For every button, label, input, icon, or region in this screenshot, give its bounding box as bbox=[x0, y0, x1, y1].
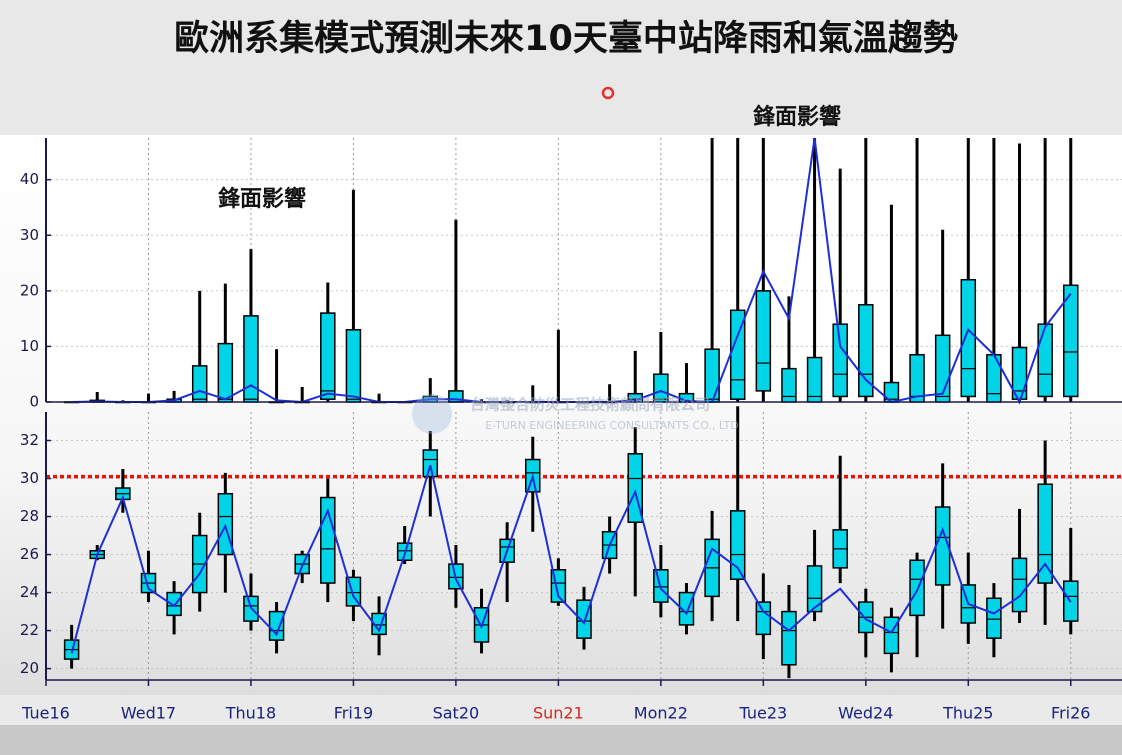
x-tick-label: Mon22 bbox=[634, 704, 688, 723]
annotation: 鋒面影響 bbox=[217, 186, 306, 212]
watermark-logo bbox=[412, 394, 452, 434]
box bbox=[960, 278, 977, 398]
x-tick-label: Sat20 bbox=[433, 704, 480, 723]
box bbox=[191, 365, 208, 403]
y-tick-label: 30 bbox=[20, 226, 39, 244]
y-tick-label: 32 bbox=[20, 431, 39, 449]
x-tick-label: Fri19 bbox=[334, 704, 373, 723]
y-tick-label: 10 bbox=[20, 337, 39, 355]
y-tick-label: 24 bbox=[20, 583, 39, 601]
x-tick-label: Tue16 bbox=[21, 704, 70, 723]
box bbox=[320, 312, 336, 400]
y-tick-label: 0 bbox=[29, 393, 39, 411]
y-tick-label: 22 bbox=[20, 621, 39, 639]
cursor-dot bbox=[601, 86, 615, 100]
box bbox=[704, 348, 720, 403]
box bbox=[422, 449, 439, 478]
y-tick-label: 20 bbox=[20, 659, 39, 677]
x-tick-label: Tue23 bbox=[738, 704, 787, 723]
box bbox=[781, 610, 797, 666]
box bbox=[345, 328, 362, 403]
box bbox=[1063, 284, 1079, 398]
box bbox=[1037, 323, 1053, 398]
watermark: 台灣整合防災工程技術顧問有限公司 bbox=[470, 396, 710, 414]
page-title: 歐洲系集模式預測未來10天臺中站降雨和氣溫趨勢 bbox=[174, 19, 958, 59]
box bbox=[678, 591, 695, 626]
box bbox=[909, 559, 925, 617]
box bbox=[755, 601, 772, 636]
y-tick-label: 28 bbox=[20, 507, 39, 525]
y-tick-label: 30 bbox=[20, 469, 39, 487]
x-tick-label: Thu18 bbox=[225, 704, 276, 723]
header-bg bbox=[0, 0, 1122, 135]
box bbox=[217, 342, 234, 403]
x-tick-label: Thu25 bbox=[942, 704, 993, 723]
box bbox=[755, 290, 772, 392]
annotation: 鋒面影響 bbox=[752, 104, 841, 130]
box bbox=[166, 591, 182, 617]
x-tick-label: Sun21 bbox=[533, 704, 584, 723]
box bbox=[986, 597, 1002, 639]
x-tick-label: Wed24 bbox=[838, 704, 893, 723]
mean-line bbox=[70, 464, 1072, 654]
box bbox=[806, 356, 823, 403]
footer-bg bbox=[0, 725, 1122, 755]
box bbox=[1011, 557, 1028, 613]
box bbox=[806, 565, 823, 613]
y-tick-label: 26 bbox=[20, 545, 39, 563]
y-tick-label: 20 bbox=[20, 281, 39, 299]
y-tick-label: 40 bbox=[20, 170, 39, 188]
box bbox=[729, 510, 746, 581]
box bbox=[858, 303, 874, 398]
x-tick-label: Fri26 bbox=[1051, 704, 1090, 723]
x-tick-label: Wed17 bbox=[121, 704, 176, 723]
box bbox=[832, 323, 848, 398]
plots: 0 10 20 30 40 20 22 24 26 28 30 32 Tue16 Wed17 Thu18 Fr… bbox=[20, 137, 1122, 723]
box bbox=[1037, 483, 1053, 584]
axis-bg bbox=[0, 695, 1122, 725]
watermark: E-TURN ENGINEERING CONSULTANTS CO., LTD bbox=[485, 419, 738, 432]
